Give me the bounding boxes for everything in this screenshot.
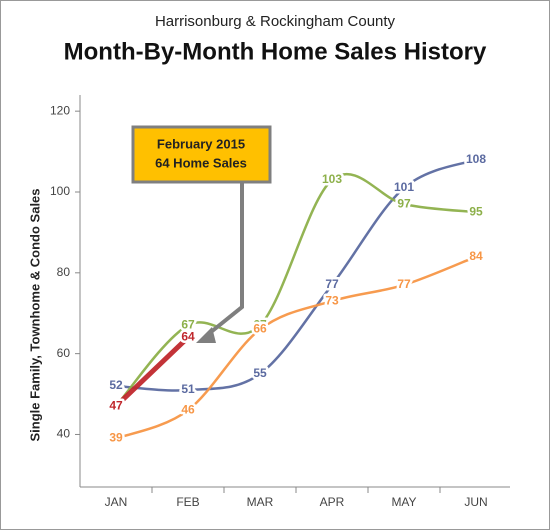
data-label: 95 <box>469 204 483 218</box>
data-label: 47 <box>109 398 123 412</box>
data-label: 51 <box>181 382 195 396</box>
x-tick-label: JAN <box>105 495 128 509</box>
x-tick-label: APR <box>320 495 345 509</box>
plot: 40 60 80 100 120 JAN FEB MAR APR MAY JUN 52 51 55 77 10… <box>50 95 510 509</box>
y-tick-label: 80 <box>57 265 71 279</box>
y-axis-label: Single Family, Townhome & Condo Sales <box>27 188 42 441</box>
y-tick-label: 120 <box>50 103 70 117</box>
data-label: 47 <box>109 398 123 412</box>
data-label: 77 <box>397 277 411 291</box>
series-line <box>114 158 478 392</box>
data-label: 77 <box>325 277 339 291</box>
y-tick-label: 40 <box>57 427 71 441</box>
chart-subtitle: Harrisonburg & Rockingham County <box>155 13 396 30</box>
data-label: 66 <box>253 322 267 336</box>
data-label: 55 <box>253 366 267 380</box>
data-label: 64 <box>181 330 195 344</box>
annotation-arrow <box>204 183 244 338</box>
series-line <box>114 172 478 408</box>
x-tick-label: MAY <box>391 495 416 509</box>
series-line <box>113 334 191 409</box>
data-label: 52 <box>109 378 123 392</box>
x-tick-label: JUN <box>464 495 487 509</box>
data-label: 46 <box>181 402 195 416</box>
data-label: 73 <box>325 293 339 307</box>
chart-title: Month-By-Month Home Sales History <box>64 38 487 65</box>
data-label: 39 <box>109 431 123 445</box>
series-line <box>114 255 478 440</box>
x-tick-label: MAR <box>247 495 274 509</box>
data-label: 108 <box>466 152 486 166</box>
data-label: 97 <box>397 196 411 210</box>
annotation-box <box>131 125 272 184</box>
arrow-head <box>196 327 216 343</box>
annotation: February 2015 64 Home Sales <box>131 125 272 343</box>
data-label: 84 <box>469 249 483 263</box>
data-label: 67 <box>181 318 195 332</box>
annotation-text: February 2015 <box>157 136 245 151</box>
x-tick-label: FEB <box>176 495 199 509</box>
data-label: 103 <box>322 172 342 186</box>
annotation-text: 64 Home Sales <box>155 155 247 170</box>
y-tick-label: 60 <box>57 346 71 360</box>
y-tick-label: 100 <box>50 184 70 198</box>
data-label: 67 <box>253 318 267 332</box>
data-label: 101 <box>394 180 414 194</box>
